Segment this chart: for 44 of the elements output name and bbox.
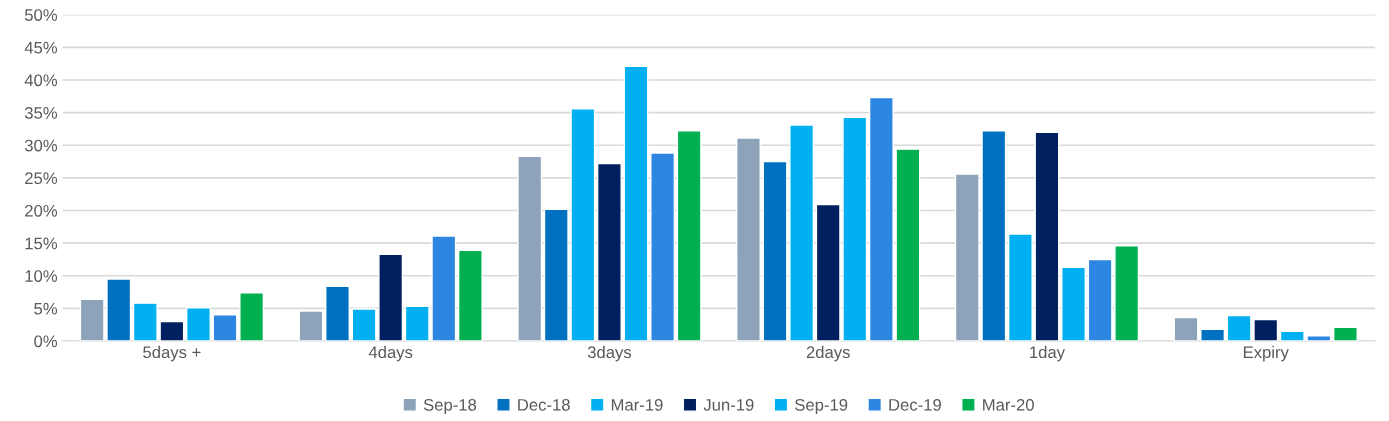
- y-tick-label: 30%: [24, 139, 58, 152]
- bar: [239, 292, 265, 342]
- bar: [623, 65, 649, 342]
- x-tick-label: 2days: [806, 345, 850, 362]
- legend-label: Sep-19: [795, 398, 848, 415]
- bar: [298, 310, 324, 342]
- legend-label: Dec-19: [889, 398, 941, 411]
- y-tick-label: 50%: [24, 9, 58, 21]
- y-tick-label: 20%: [25, 204, 58, 217]
- x-tick-label: 3days: [587, 345, 632, 362]
- y-tick-label: 40%: [24, 74, 58, 87]
- legend-label: Mar-20: [983, 398, 1034, 411]
- legend-label: Dec-18: [518, 398, 570, 411]
- bar: [186, 307, 211, 342]
- legend-label: Jun-19: [703, 398, 754, 411]
- bar: [457, 249, 483, 342]
- bar: [650, 152, 676, 342]
- bar: [1007, 233, 1033, 342]
- x-tick-label: 5days +: [143, 345, 201, 362]
- y-tick-label: 15%: [25, 237, 58, 250]
- y-tick-label: 5%: [34, 302, 58, 315]
- bar: [676, 130, 702, 342]
- x-tick-label: 1day: [1030, 345, 1065, 362]
- y-tick-label: 45%: [24, 41, 58, 54]
- bar: [517, 155, 543, 342]
- bar: [596, 162, 622, 342]
- bar: [736, 137, 761, 342]
- bar: [789, 124, 815, 342]
- legend-label: Mar-19: [611, 398, 663, 411]
- y-tick-label: 0%: [34, 335, 58, 348]
- bar: [1332, 326, 1358, 342]
- bar: [762, 160, 788, 342]
- y-tick-label: 10%: [25, 270, 58, 282]
- bar: [212, 314, 238, 342]
- x-tick-label: 4days: [368, 345, 413, 362]
- legend-label: Sep-18: [423, 398, 477, 415]
- y-tick-label: 35%: [24, 107, 58, 119]
- bar: [1173, 316, 1199, 342]
- bar: [325, 285, 350, 342]
- bar: [1061, 266, 1086, 342]
- x-tick-label: Expiry: [1243, 345, 1289, 362]
- y-tick-label: 25%: [25, 172, 58, 185]
- bar: [1034, 131, 1060, 342]
- bar: [1200, 328, 1226, 342]
